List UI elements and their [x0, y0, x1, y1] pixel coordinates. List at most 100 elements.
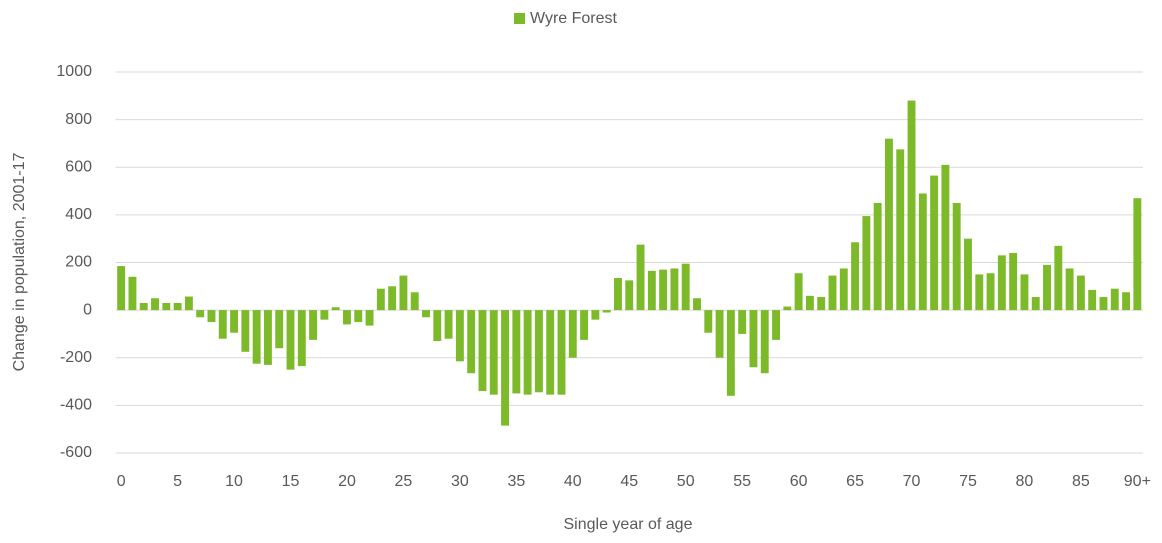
bar: [455, 310, 464, 362]
x-tick-label: 35: [507, 473, 525, 490]
bar: [614, 277, 622, 311]
legend-swatch: [514, 13, 525, 24]
bar: [523, 310, 532, 395]
bar: [1065, 268, 1074, 311]
y-tick-label: 200: [65, 254, 92, 271]
y-tick-label: 0: [83, 301, 92, 318]
bar: [184, 296, 193, 311]
bar: [772, 310, 780, 340]
bar: [263, 310, 272, 365]
bar: [659, 269, 668, 311]
bar: [986, 273, 995, 311]
bar: [139, 302, 148, 311]
bar: [275, 310, 284, 349]
bar: [693, 298, 701, 311]
bar: [851, 242, 860, 311]
x-tick-label: 40: [564, 473, 582, 490]
bar: [297, 310, 306, 367]
bar: [501, 310, 509, 426]
bar: [512, 310, 521, 394]
bar: [715, 310, 724, 358]
bar: [343, 310, 351, 325]
bar: [930, 175, 939, 311]
bar: [376, 288, 385, 311]
bar: [534, 310, 543, 393]
bar: [489, 310, 498, 395]
x-tick-label: 65: [846, 473, 864, 490]
bar: [478, 310, 487, 392]
bar: [941, 164, 950, 311]
bar: [399, 275, 408, 311]
bar: [151, 298, 159, 311]
x-tick-label: 50: [677, 473, 695, 490]
bar: [625, 280, 634, 311]
bar: [591, 310, 600, 320]
bar: [444, 310, 453, 339]
bar: [726, 310, 735, 396]
bar: [207, 310, 216, 323]
bar: [117, 266, 126, 311]
x-tick-label: 5: [173, 473, 182, 490]
x-tick-label: 15: [282, 473, 300, 490]
bar: [546, 310, 555, 395]
x-tick-label: 30: [451, 473, 469, 490]
x-tick-label: 80: [1016, 473, 1034, 490]
bar: [196, 310, 205, 318]
y-tick-label: 1000: [56, 63, 92, 80]
bar: [1031, 297, 1040, 311]
bar: [805, 295, 814, 311]
bar: [975, 274, 984, 311]
bar: [1088, 289, 1097, 311]
bar: [557, 310, 566, 395]
bar: [230, 310, 239, 333]
bar: [681, 263, 690, 311]
bar: [173, 302, 182, 311]
bar: [636, 244, 645, 311]
x-tick-label: 20: [338, 473, 356, 490]
y-axis-title: Change in population, 2001-17: [11, 152, 28, 371]
bar: [433, 310, 442, 342]
bar: [218, 310, 227, 339]
bar: [354, 310, 363, 323]
y-tick-label: -600: [60, 444, 92, 461]
x-tick-label: 25: [395, 473, 413, 490]
bar: [1076, 275, 1085, 311]
legend-label: Wyre Forest: [530, 10, 618, 27]
bar: [997, 255, 1006, 311]
bar: [794, 273, 803, 311]
bar: [704, 310, 713, 333]
bar: [884, 138, 893, 311]
bar: [647, 270, 656, 311]
bar: [162, 302, 171, 311]
bar: [828, 275, 837, 311]
bar: [1054, 245, 1063, 311]
bar: [422, 310, 430, 318]
x-tick-label: 10: [225, 473, 243, 490]
bar: [320, 310, 329, 320]
bar: [602, 310, 611, 313]
bar: [309, 310, 318, 340]
x-tick-label: 75: [959, 473, 977, 490]
bar: [783, 306, 792, 311]
bar: [365, 310, 374, 326]
bar: [580, 310, 589, 340]
bar: [862, 216, 871, 311]
bar: [241, 310, 250, 352]
x-axis-title: Single year of age: [564, 516, 693, 533]
bar: [388, 286, 397, 311]
bar: [1122, 292, 1131, 311]
bar: [670, 268, 679, 311]
x-tick-label: 70: [903, 473, 921, 490]
y-tick-label: 400: [65, 206, 92, 223]
bar: [467, 310, 476, 374]
y-tick-label: 800: [65, 111, 92, 128]
bar: [760, 310, 769, 374]
bar: [749, 310, 758, 368]
bar: [128, 276, 137, 311]
bar: [907, 100, 916, 311]
bar: [1110, 288, 1119, 311]
y-tick-label: -400: [60, 397, 92, 414]
x-tick-label: 55: [733, 473, 751, 490]
x-tick-label: 60: [790, 473, 808, 490]
bar: [1099, 297, 1108, 311]
